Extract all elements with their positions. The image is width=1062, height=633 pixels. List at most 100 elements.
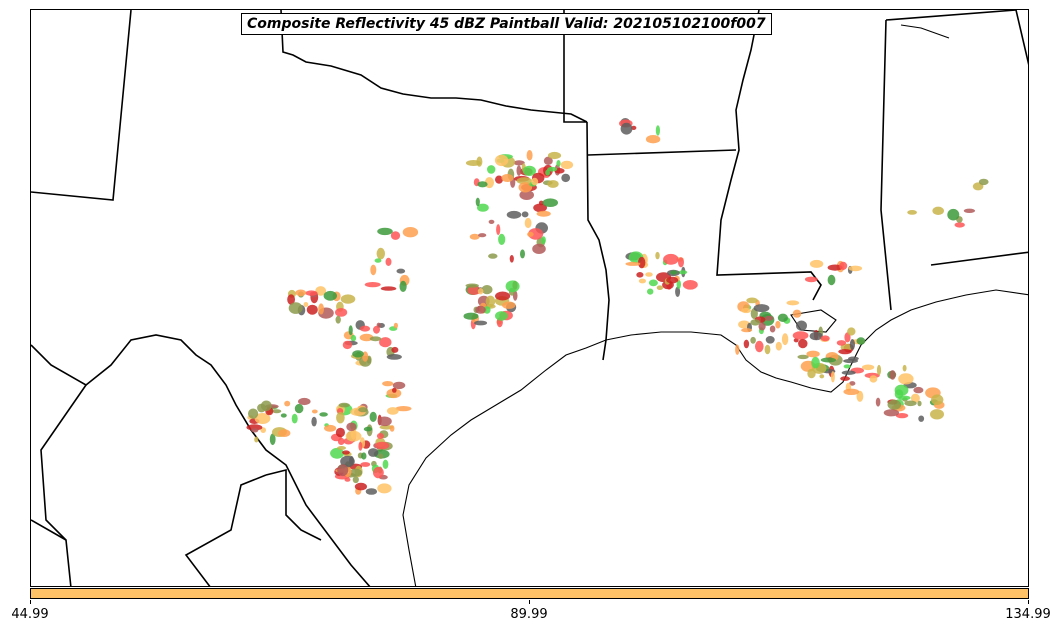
storm-blob	[389, 425, 395, 432]
storm-blob	[319, 412, 328, 417]
storm-blob	[869, 375, 878, 383]
storm-blob	[254, 436, 259, 443]
mx-state-line-1	[40, 384, 87, 586]
storm-blob	[501, 174, 514, 182]
map-panel	[30, 9, 1029, 587]
storm-blob	[392, 381, 406, 390]
storm-blob	[889, 370, 896, 380]
storm-blob	[519, 190, 534, 200]
storm-blob	[670, 270, 678, 275]
storm-blob	[380, 286, 397, 291]
storm-blob	[254, 413, 271, 424]
storm-blob	[516, 177, 533, 185]
storm-blob	[377, 416, 392, 427]
storm-blob	[375, 441, 390, 450]
storm-blob	[910, 393, 920, 403]
storm-blob	[638, 278, 647, 284]
storm-blob	[369, 411, 377, 422]
storm-blob	[876, 364, 882, 376]
storm-blob	[520, 249, 525, 259]
storm-blob	[827, 264, 843, 271]
storm-blob	[735, 344, 740, 355]
storm-blob	[498, 233, 506, 245]
storm-blob	[895, 413, 909, 419]
storm-blob	[547, 151, 562, 160]
storm-blob	[488, 253, 498, 259]
storm-blob	[561, 173, 571, 183]
storm-blob	[875, 397, 881, 407]
storm-blob	[298, 397, 311, 406]
storm-blob	[755, 340, 764, 353]
storm-blob	[272, 409, 282, 414]
storm-blob	[676, 279, 681, 289]
storm-blob	[342, 340, 353, 350]
storm-blob	[361, 452, 367, 460]
storm-blob	[509, 255, 514, 263]
storm-blob	[647, 288, 654, 295]
storm-blob	[750, 336, 756, 344]
storm-blob	[348, 325, 353, 336]
storm-blob	[541, 236, 546, 245]
storm-blob	[830, 371, 835, 383]
storm-blob	[278, 429, 291, 437]
storm-blob	[330, 447, 345, 459]
storm-blob	[764, 344, 771, 355]
storm-blob	[465, 283, 479, 288]
storm-blob	[287, 294, 295, 305]
storm-blob	[656, 285, 664, 291]
storm-blob	[376, 247, 385, 260]
storm-blob	[477, 203, 489, 212]
storm-blob	[963, 208, 976, 213]
storm-blob	[396, 268, 406, 274]
storm-blob	[777, 313, 789, 322]
storm-blob	[368, 448, 379, 457]
storm-blob	[324, 424, 337, 432]
tx-la-boundary	[586, 121, 610, 361]
storm-blob	[636, 272, 644, 278]
mx-state-line-3	[184, 474, 267, 586]
storm-blob	[856, 390, 864, 402]
storm-blob	[363, 426, 373, 432]
storm-blob	[809, 259, 824, 268]
map-title: Composite Reflectivity 45 dBZ Paintball …	[241, 13, 772, 35]
storm-blob	[655, 125, 661, 136]
storm-blob	[820, 357, 837, 363]
storm-blob	[350, 334, 357, 342]
storm-blob	[315, 286, 327, 296]
storm-blob	[349, 455, 354, 465]
nm-boundary	[31, 10, 132, 201]
storm-blob	[374, 258, 382, 263]
storm-blob	[536, 210, 551, 217]
storm-blob	[796, 320, 807, 331]
storm-blob	[682, 280, 698, 290]
storm-blob	[365, 488, 378, 495]
storm-blob	[904, 400, 917, 407]
storm-blob	[741, 307, 751, 314]
storm-blob	[488, 219, 495, 224]
storm-blob	[344, 477, 351, 482]
reflectivity-paintball-blobs	[246, 118, 989, 495]
storm-blob	[358, 441, 363, 451]
storm-blob	[340, 294, 356, 304]
storm-blob	[335, 315, 341, 324]
storm-blob	[516, 165, 522, 176]
storm-blob	[358, 407, 368, 413]
storm-blob	[645, 135, 661, 144]
storm-blob	[521, 211, 529, 218]
storm-blob	[391, 346, 399, 353]
ok-ar-boundary	[563, 10, 587, 123]
storm-blob	[478, 233, 487, 238]
coastline	[402, 24, 1028, 586]
colorbar-tick-label-mid: 89.99	[510, 607, 548, 622]
storm-blob	[917, 400, 922, 407]
storm-blob	[841, 370, 856, 375]
colorbar-tick-max	[1028, 600, 1029, 604]
storm-blob	[395, 406, 412, 412]
storm-blob	[502, 301, 516, 309]
storm-blob	[377, 227, 393, 236]
storm-blob	[655, 251, 660, 260]
storm-blob	[898, 395, 911, 401]
storm-blob	[248, 408, 259, 419]
storm-blob	[306, 304, 318, 315]
storm-blob	[348, 468, 363, 477]
